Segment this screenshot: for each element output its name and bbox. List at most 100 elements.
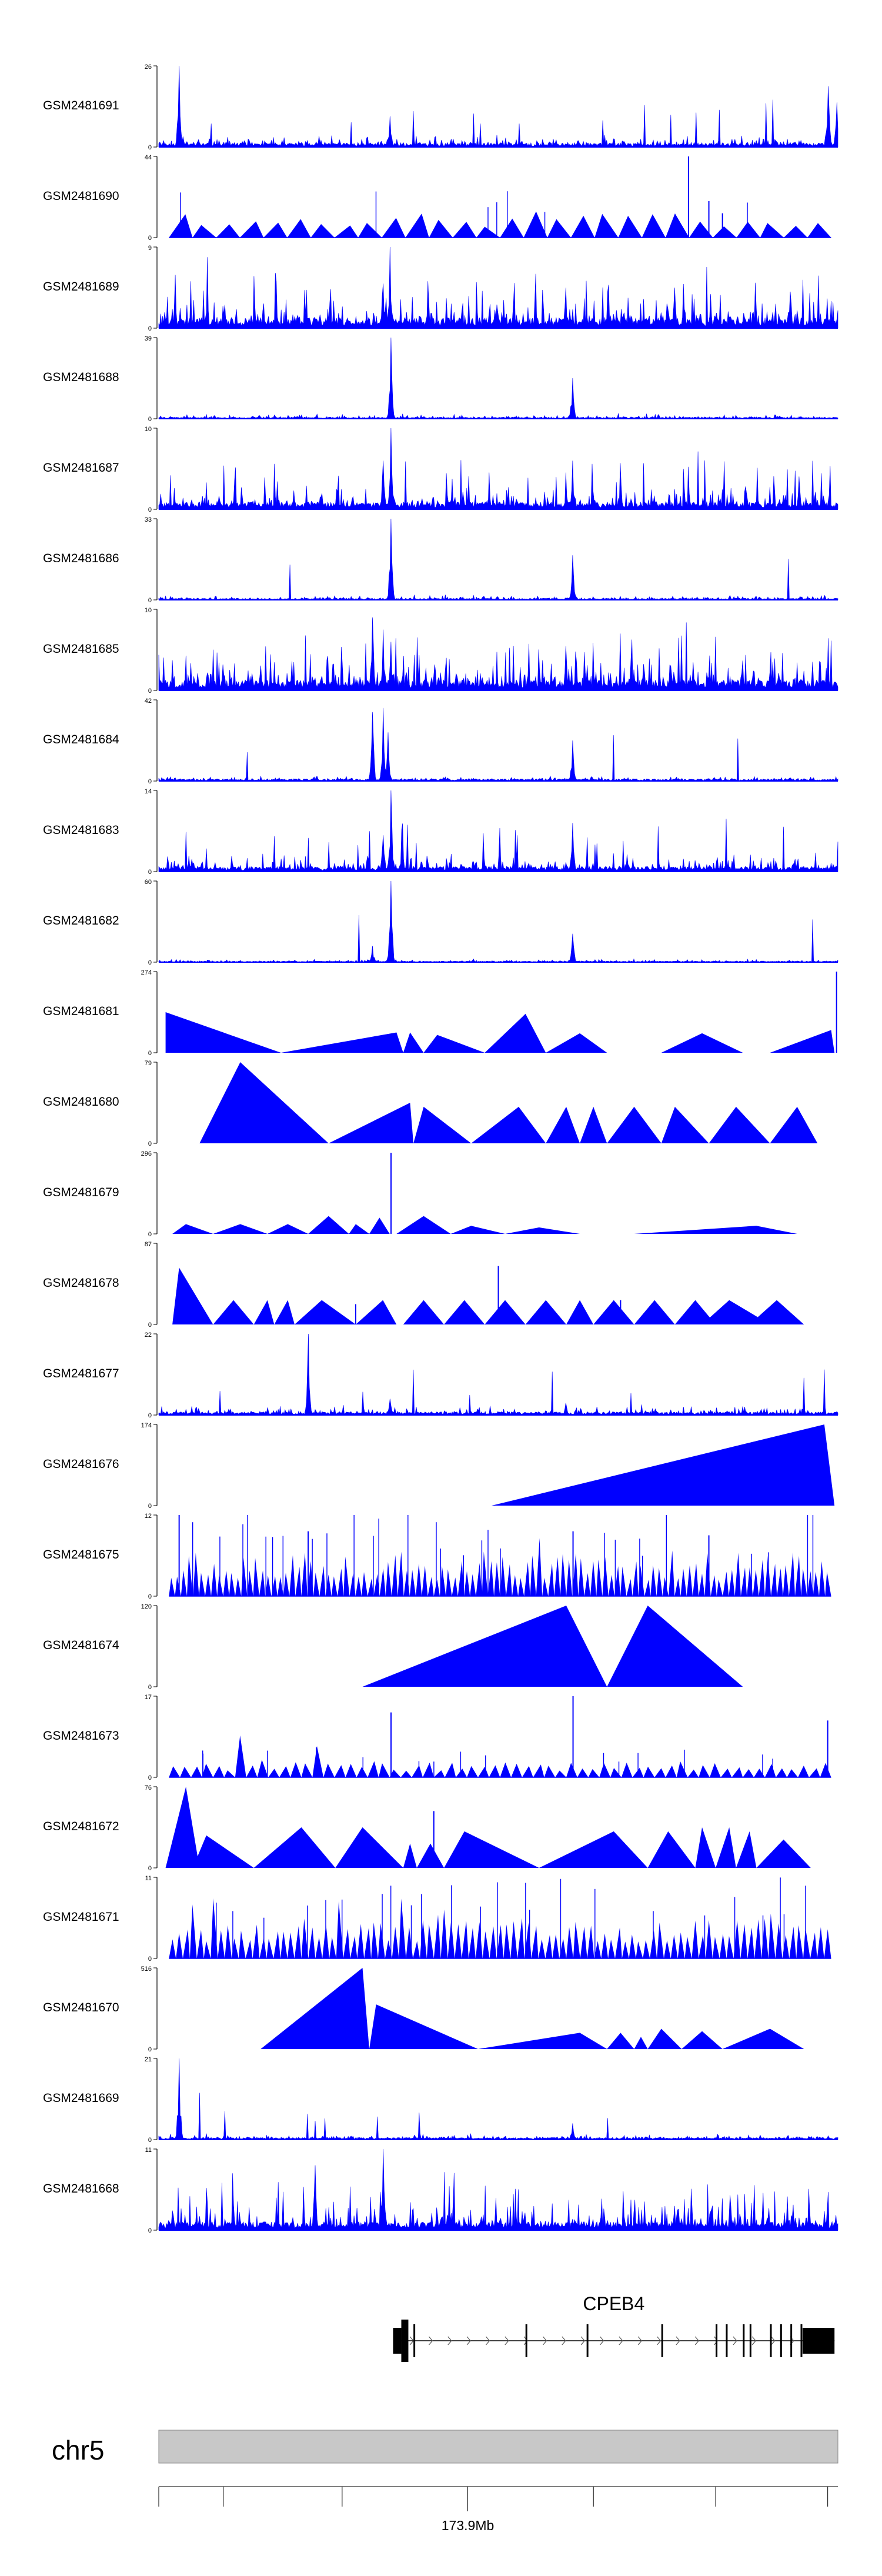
y-axis-max-label: 10 — [145, 607, 152, 614]
track-gsm2481675: GSM2481675 12 0 — [43, 1513, 831, 1600]
y-axis-max-label: 39 — [145, 335, 152, 342]
coverage-peak — [295, 1300, 356, 1324]
gene-exon-3utr — [802, 2328, 835, 2354]
y-axis-min-label: 0 — [148, 1774, 152, 1781]
track-gsm2481674: GSM2481674 120 0 — [43, 1603, 743, 1691]
y-axis-min-label: 0 — [148, 1684, 152, 1691]
coverage-peak — [546, 1033, 607, 1053]
y-axis-max-label: 14 — [145, 788, 152, 795]
coverage-peak — [253, 1827, 336, 1868]
coverage-area — [158, 518, 838, 600]
coverage-peak — [403, 1843, 417, 1868]
gene-exon — [790, 2324, 793, 2357]
coverage-peak — [356, 1300, 397, 1324]
y-axis-max-label: 79 — [145, 1060, 152, 1067]
coverage-peak — [593, 1300, 634, 1324]
track-gsm2481689: GSM2481689 9 0 — [43, 245, 838, 332]
coverage-peak — [450, 1226, 505, 1234]
coverage-peak — [634, 1226, 797, 1234]
coverage-peak — [274, 1300, 295, 1324]
coverage-peak — [416, 1843, 445, 1868]
track-gsm2481691: GSM2481691 26 0 — [43, 64, 838, 151]
coverage-peaks — [169, 1898, 831, 1958]
coverage-peak — [403, 1300, 445, 1324]
gene-exon — [525, 2324, 527, 2357]
coverage-peak — [702, 1300, 770, 1324]
track-label: GSM2481684 — [43, 733, 119, 746]
track-gsm2481670: GSM2481670 516 0 — [43, 1966, 804, 2053]
coverage-peak — [485, 1300, 526, 1324]
strand-arrow — [562, 2336, 566, 2345]
strand-arrow — [619, 2336, 623, 2345]
coverage-peak — [444, 1300, 485, 1324]
y-axis-min-label: 0 — [148, 688, 152, 695]
y-axis-min-label: 0 — [148, 2046, 152, 2053]
y-axis-min-label: 0 — [148, 2137, 152, 2144]
track-gsm2481668: GSM2481668 11 0 — [43, 2147, 838, 2234]
y-axis-min-label: 0 — [148, 1593, 152, 1600]
track-label: GSM2481674 — [43, 1639, 119, 1652]
gene-exon — [413, 2324, 416, 2357]
y-axis-min-label: 0 — [148, 1412, 152, 1419]
track-label: GSM2481676 — [43, 1457, 119, 1471]
y-axis-max-label: 274 — [141, 969, 152, 976]
coverage-area — [158, 1333, 838, 1416]
gene-exon — [661, 2324, 663, 2357]
coverage-peak — [192, 1835, 254, 1868]
coverage-area — [158, 617, 838, 691]
track-label: GSM2481668 — [43, 2182, 119, 2195]
coverage-peak — [539, 1831, 648, 1868]
coverage-peak — [681, 2031, 723, 2049]
coverage-peak — [661, 1106, 709, 1143]
track-label: GSM2481673 — [43, 1729, 119, 1743]
y-axis-min-label: 0 — [148, 1231, 152, 1238]
coverage-peak — [369, 2004, 478, 2049]
track-label: GSM2481681 — [43, 1005, 119, 1018]
coverage-peak — [634, 2037, 648, 2049]
chromosome-ideogram: chr5 173.9Mb — [52, 2430, 838, 2533]
coverage-area — [158, 2148, 838, 2231]
gene-exon — [743, 2324, 745, 2357]
chromosome-band — [158, 2430, 838, 2464]
track-label: GSM2481685 — [43, 642, 119, 656]
gene-exon — [716, 2324, 718, 2357]
coverage-peak — [267, 1224, 309, 1234]
coverage-peak — [492, 1424, 835, 1506]
track-gsm2481678: GSM2481678 87 0 — [43, 1241, 804, 1329]
track-gsm2481679: GSM2481679 296 0 — [43, 1150, 797, 1238]
track-gsm2481676: GSM2481676 174 0 — [43, 1422, 835, 1510]
coverage-peak — [172, 1224, 213, 1234]
coverage-peak — [566, 1300, 594, 1324]
gene-exon — [780, 2324, 782, 2357]
coverage-peak — [396, 1216, 451, 1234]
y-axis-max-label: 33 — [145, 516, 152, 523]
track-label: GSM2481670 — [43, 2001, 119, 2014]
strand-arrow — [429, 2336, 433, 2345]
strand-arrow — [771, 2336, 776, 2345]
gene-track: CPEB4 — [393, 2293, 835, 2362]
coverage-peak — [328, 1103, 414, 1143]
coverage-peak — [736, 1831, 757, 1868]
coverage-peaks — [169, 211, 831, 238]
coverage-peak — [213, 1300, 254, 1324]
coverage-area — [158, 428, 838, 510]
track-gsm2481681: GSM2481681 274 0 — [43, 969, 837, 1057]
coverage-peak — [362, 1606, 607, 1687]
strand-arrow — [523, 2336, 528, 2345]
genomic-axis-tick-label: 173.9Mb — [442, 2518, 495, 2533]
coverage-peak — [770, 1106, 818, 1143]
y-axis-max-label: 11 — [145, 1875, 152, 1882]
track-gsm2481688: GSM2481688 39 0 — [43, 335, 838, 423]
y-axis-min-label: 0 — [148, 1956, 152, 1963]
gene-exon — [749, 2324, 751, 2357]
coverage-peak — [770, 1030, 835, 1053]
track-label: GSM2481671 — [43, 1910, 119, 1924]
y-axis-min-label: 0 — [148, 325, 152, 332]
y-axis-max-label: 60 — [145, 879, 152, 886]
coverage-area — [158, 790, 838, 872]
track-gsm2481682: GSM2481682 60 0 — [43, 879, 838, 966]
coverage-peak — [546, 1106, 580, 1143]
track-gsm2481683: GSM2481683 14 0 — [43, 788, 838, 876]
track-label: GSM2481683 — [43, 823, 119, 837]
coverage-peak — [634, 1300, 675, 1324]
